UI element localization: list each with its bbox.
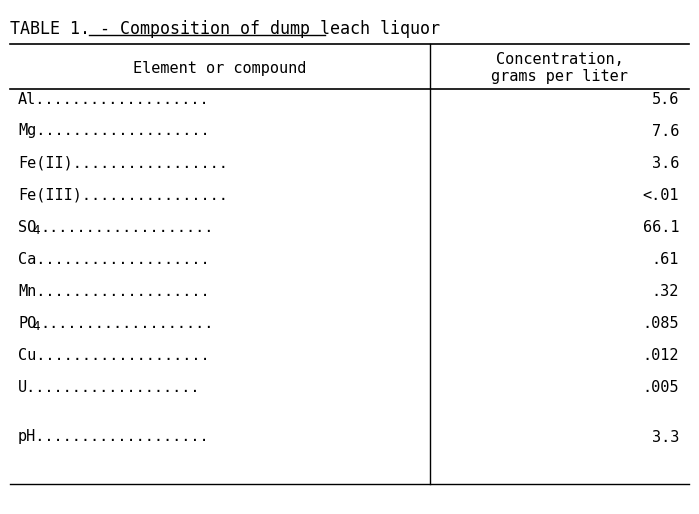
Text: Fe(III)................: Fe(III)................ [18, 188, 228, 203]
Text: PO: PO [18, 316, 36, 331]
Text: Mn...................: Mn................... [18, 284, 210, 299]
Text: Fe(II).................: Fe(II)................. [18, 156, 228, 171]
Text: SO: SO [18, 219, 36, 234]
Text: .32: .32 [651, 284, 679, 299]
Text: Element or compound: Element or compound [134, 61, 307, 76]
Text: ...................: ................... [40, 316, 213, 331]
Text: 3.3: 3.3 [651, 430, 679, 445]
Text: Concentration,: Concentration, [496, 51, 624, 66]
Text: .61: .61 [651, 251, 679, 266]
Text: 3.6: 3.6 [651, 156, 679, 171]
Text: grams per liter: grams per liter [491, 69, 628, 84]
Text: 7.6: 7.6 [651, 123, 679, 138]
Text: Mg...................: Mg................... [18, 123, 210, 138]
Text: ...................: ................... [40, 219, 213, 234]
Text: .012: .012 [642, 347, 679, 362]
Text: 4: 4 [32, 225, 40, 237]
Text: Ca...................: Ca................... [18, 251, 210, 266]
Text: U...................: U................... [18, 379, 201, 395]
Text: .005: .005 [642, 379, 679, 395]
Text: 66.1: 66.1 [642, 219, 679, 234]
Text: pH...................: pH................... [18, 430, 210, 445]
Text: Al...................: Al................... [18, 91, 210, 106]
Text: <.01: <.01 [642, 188, 679, 203]
Text: TABLE 1. - Composition of dump leach liquor: TABLE 1. - Composition of dump leach liq… [10, 20, 440, 38]
Text: 5.6: 5.6 [651, 91, 679, 106]
Text: 4: 4 [32, 321, 40, 334]
Text: Cu...................: Cu................... [18, 347, 210, 362]
Text: .085: .085 [642, 316, 679, 331]
